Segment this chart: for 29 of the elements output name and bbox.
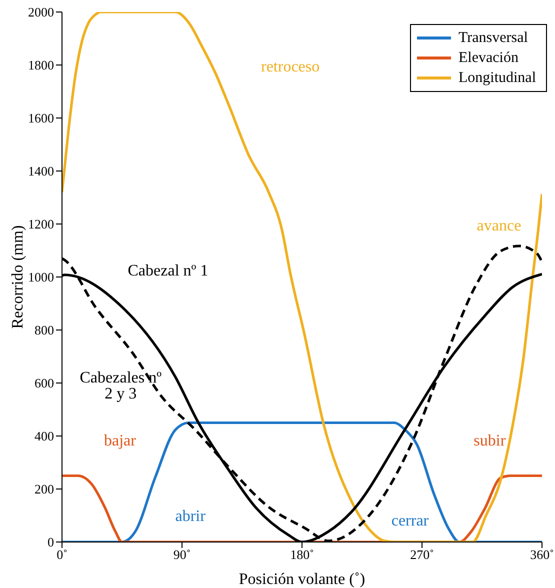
y-tick-label: 1600	[28, 110, 54, 126]
y-tick-label: 0	[48, 534, 54, 550]
annotation: abrir	[175, 508, 206, 525]
annotation: cerrar	[391, 512, 430, 530]
annotation: retroceso	[261, 58, 320, 76]
y-axis-title: Recorrido (mm)	[10, 225, 27, 329]
y-tick-label: 2000	[28, 4, 54, 20]
annotation: Cabezales nº 2 y 3	[80, 370, 162, 403]
x-tick-label: 90˚	[173, 547, 191, 562]
y-tick-label: 1400	[28, 164, 54, 179]
y-tick-label: 1200	[28, 216, 54, 232]
annotation: bajar	[104, 432, 137, 450]
y-tick-label: 800	[34, 322, 54, 338]
y-tick-label: 600	[34, 376, 54, 391]
x-tick-label: 180˚	[290, 547, 314, 562]
x-tick-label: 360˚	[530, 547, 554, 562]
legend-label: Longitudinal	[458, 69, 536, 88]
x-tick-label: 270˚	[410, 547, 434, 562]
x-axis-title: Posición volante (˚)	[238, 571, 366, 588]
annotation: avance	[476, 218, 522, 235]
annotation: Cabezal nº 1	[128, 262, 208, 280]
x-tick-label: 0˚	[56, 547, 68, 562]
legend-label: Transversal	[458, 29, 528, 48]
y-tick-label: 1800	[28, 58, 54, 73]
annotation: subir	[474, 432, 506, 450]
legend-label: Elevación	[458, 49, 518, 68]
y-tick-label: 400	[34, 428, 54, 444]
y-tick-label: 1000	[28, 270, 54, 285]
y-tick-label: 200	[34, 482, 54, 497]
